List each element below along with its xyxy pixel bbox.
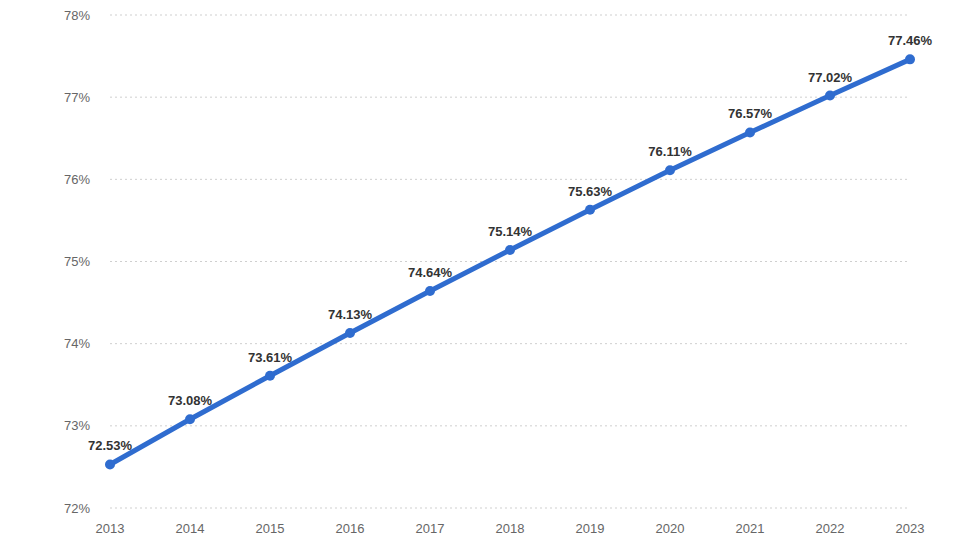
svg-text:2014: 2014: [176, 521, 205, 536]
svg-text:75.14%: 75.14%: [488, 224, 533, 239]
svg-text:77.46%: 77.46%: [888, 33, 933, 48]
svg-text:74.13%: 74.13%: [328, 307, 373, 322]
svg-text:2016: 2016: [336, 521, 365, 536]
svg-text:76%: 76%: [64, 172, 90, 187]
svg-text:77.02%: 77.02%: [808, 70, 853, 85]
svg-text:73.61%: 73.61%: [248, 350, 293, 365]
svg-text:2015: 2015: [256, 521, 285, 536]
svg-text:74%: 74%: [64, 336, 90, 351]
svg-text:72%: 72%: [64, 501, 90, 516]
svg-text:2020: 2020: [656, 521, 685, 536]
svg-text:2021: 2021: [736, 521, 765, 536]
svg-text:73.08%: 73.08%: [168, 393, 213, 408]
svg-text:72.53%: 72.53%: [88, 438, 133, 453]
svg-text:2022: 2022: [816, 521, 845, 536]
svg-text:2013: 2013: [96, 521, 125, 536]
svg-text:2023: 2023: [896, 521, 925, 536]
svg-text:75.63%: 75.63%: [568, 184, 613, 199]
svg-text:2017: 2017: [416, 521, 445, 536]
svg-text:76.11%: 76.11%: [648, 144, 692, 159]
svg-text:2019: 2019: [576, 521, 605, 536]
svg-text:76.57%: 76.57%: [728, 106, 773, 121]
svg-text:73%: 73%: [64, 418, 90, 433]
svg-text:77%: 77%: [64, 90, 90, 105]
svg-text:78%: 78%: [64, 8, 90, 23]
svg-text:2018: 2018: [496, 521, 525, 536]
svg-text:74.64%: 74.64%: [408, 265, 453, 280]
svg-text:75%: 75%: [64, 254, 90, 269]
